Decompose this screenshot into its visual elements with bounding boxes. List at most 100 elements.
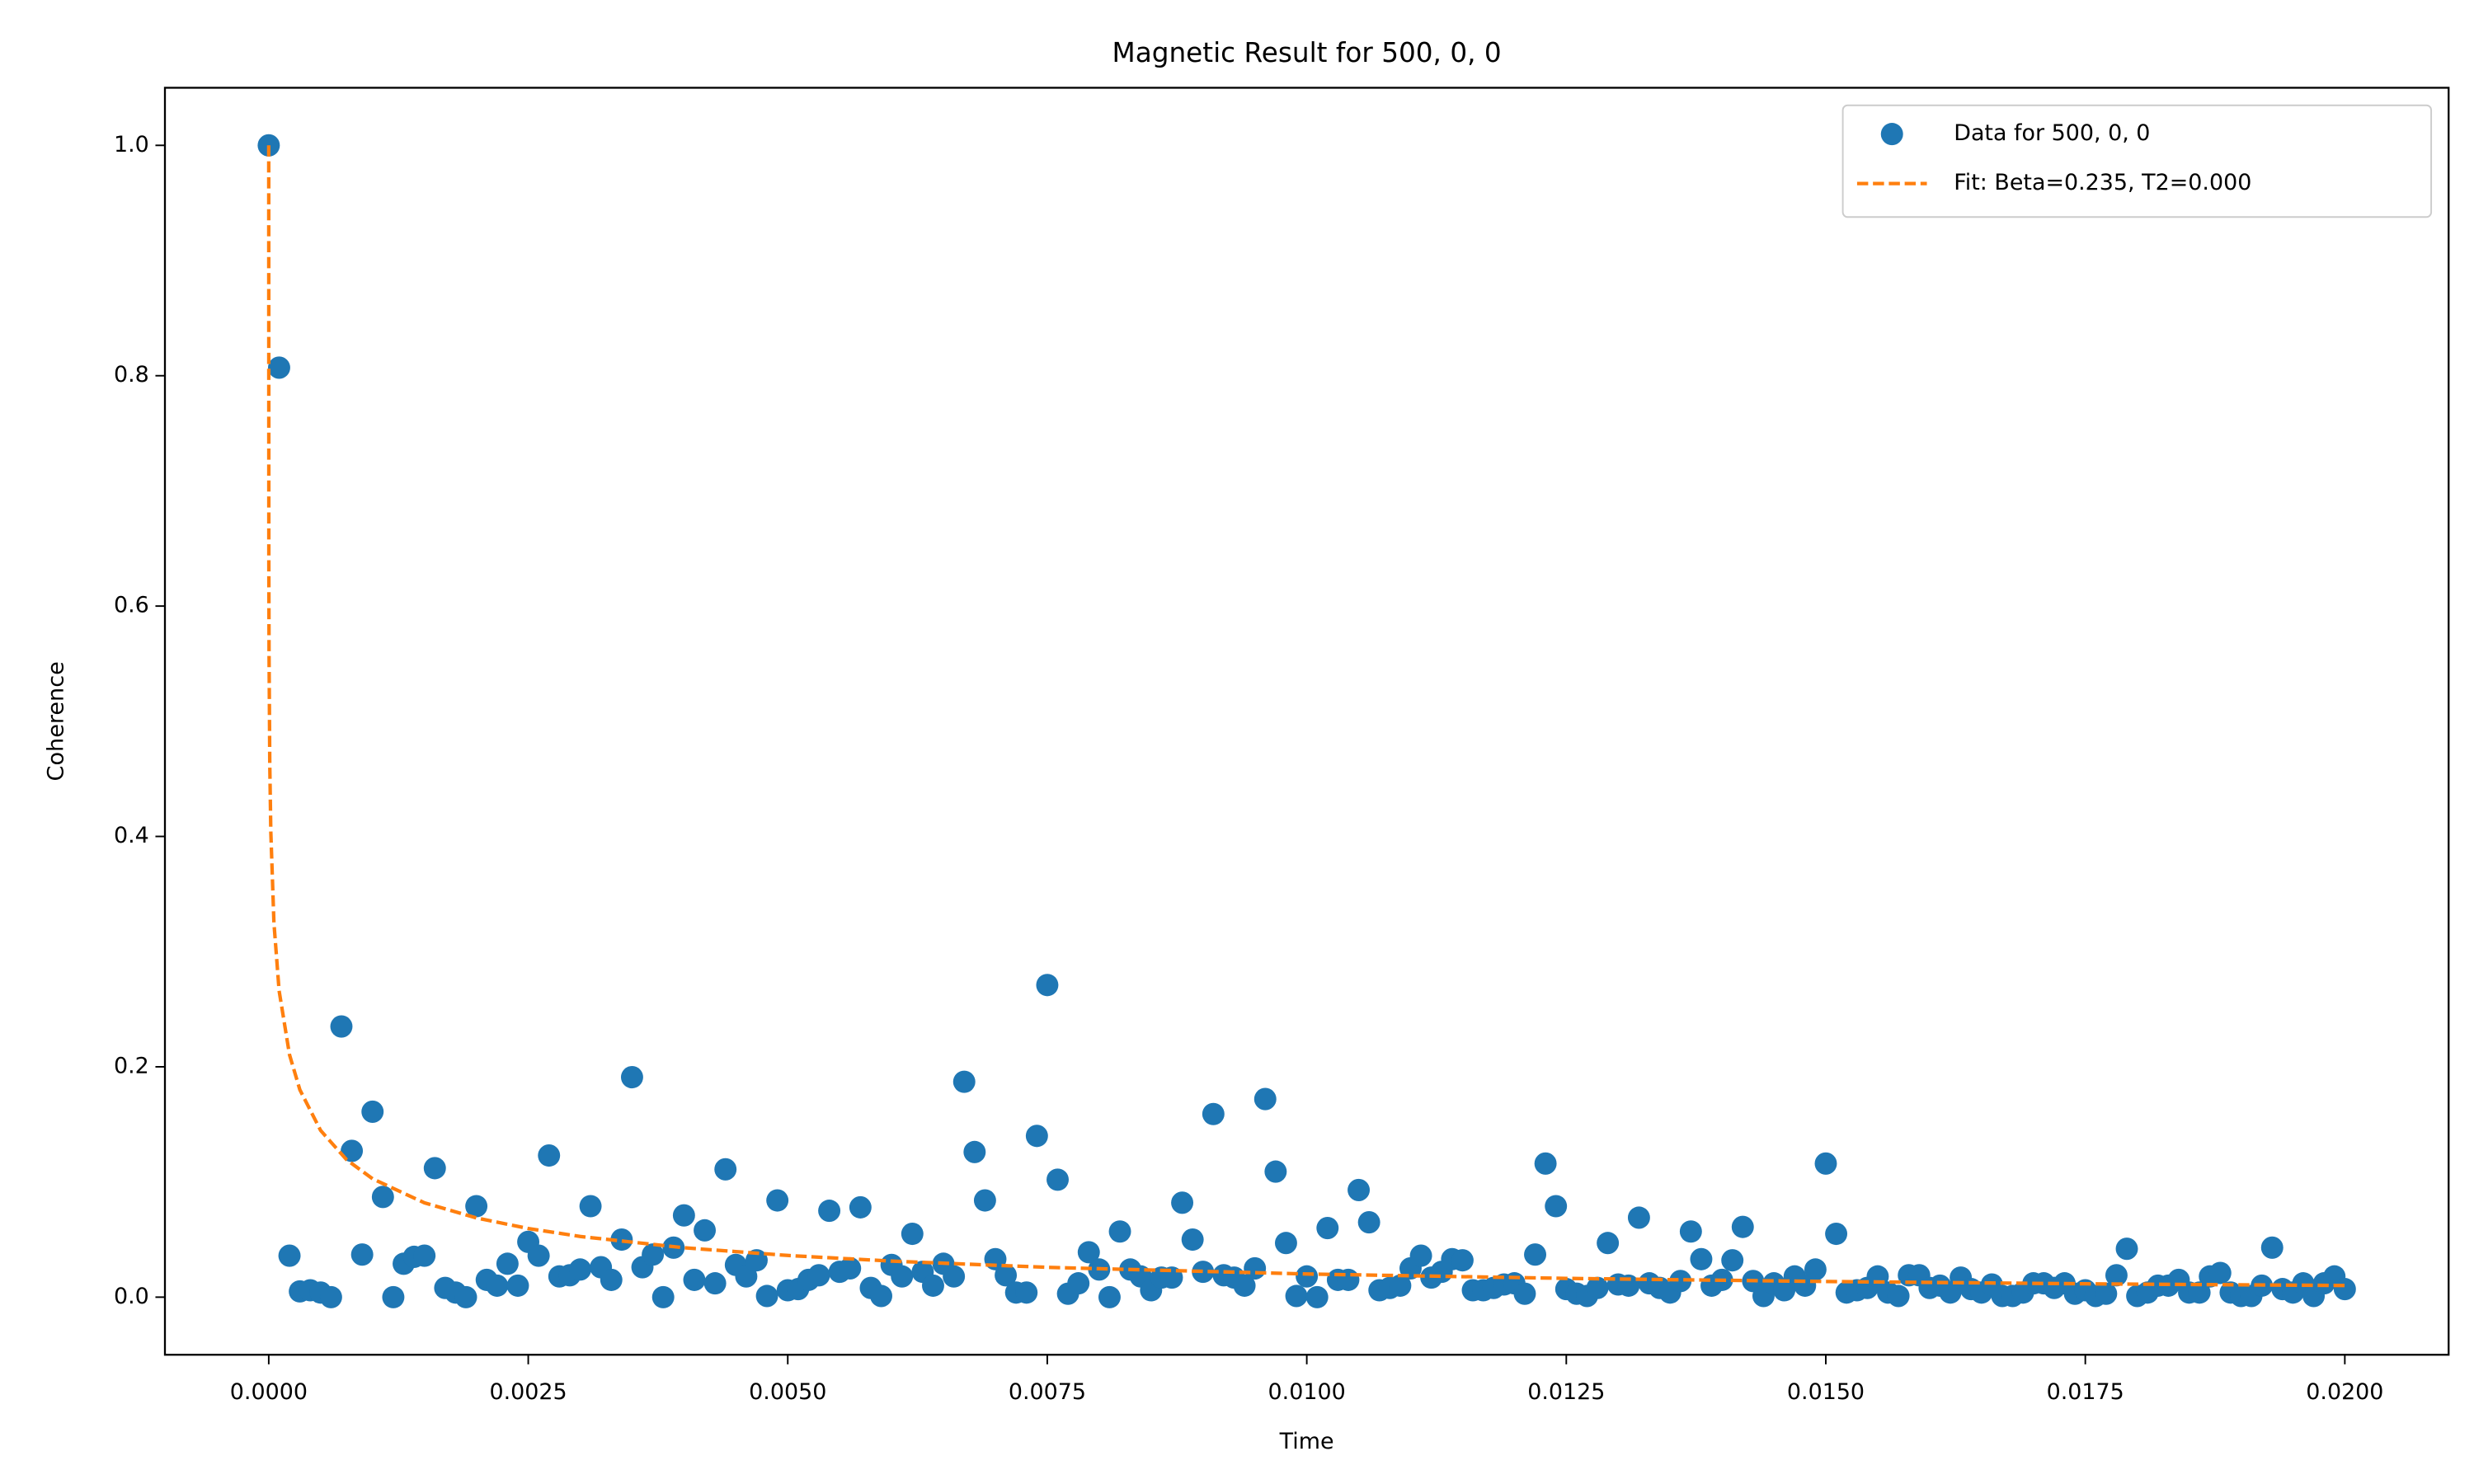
data-point bbox=[683, 1268, 706, 1291]
data-point bbox=[361, 1100, 384, 1123]
data-point bbox=[330, 1015, 353, 1038]
data-point bbox=[1409, 1244, 1432, 1267]
data-point bbox=[922, 1274, 944, 1297]
x-axis-label: Time bbox=[1279, 1429, 1334, 1454]
data-point bbox=[1171, 1191, 1194, 1214]
data-point bbox=[1192, 1261, 1215, 1284]
data-point bbox=[651, 1285, 675, 1308]
data-point bbox=[839, 1256, 862, 1280]
legend-marker bbox=[1880, 123, 1903, 146]
data-point bbox=[1253, 1087, 1277, 1111]
data-point bbox=[350, 1243, 374, 1266]
data-point bbox=[1067, 1272, 1090, 1295]
data-point bbox=[506, 1274, 529, 1297]
data-point bbox=[1015, 1281, 1038, 1304]
data-point bbox=[1274, 1232, 1297, 1255]
axes-frame bbox=[163, 87, 2450, 1356]
legend-box bbox=[1841, 104, 2433, 218]
y-tick-label: 0.8 bbox=[114, 362, 149, 387]
data-point bbox=[963, 1140, 986, 1163]
data-point bbox=[1721, 1249, 1744, 1272]
data-point bbox=[891, 1265, 914, 1288]
x-tick-label: 0.0200 bbox=[2306, 1379, 2383, 1405]
data-point bbox=[870, 1284, 892, 1308]
data-point bbox=[2260, 1236, 2284, 1259]
data-point bbox=[1285, 1284, 1308, 1308]
data-point bbox=[766, 1189, 789, 1212]
data-point bbox=[1077, 1241, 1100, 1264]
data-point bbox=[1389, 1274, 1412, 1297]
data-point bbox=[818, 1200, 841, 1223]
data-point bbox=[2188, 1281, 2211, 1304]
data-point bbox=[943, 1265, 966, 1288]
data-point bbox=[1264, 1160, 1287, 1183]
data-point bbox=[1181, 1228, 1204, 1252]
data-point bbox=[1244, 1256, 1267, 1280]
y-tick-label: 0.6 bbox=[114, 593, 149, 618]
data-point bbox=[527, 1244, 550, 1267]
data-point bbox=[1047, 1168, 1069, 1191]
data-point bbox=[1825, 1222, 1848, 1246]
x-tick-label: 0.0075 bbox=[1009, 1379, 1086, 1405]
data-point bbox=[1451, 1249, 1474, 1272]
x-tick-label: 0.0050 bbox=[749, 1379, 826, 1405]
legend-label: Data for 500, 0, 0 bbox=[1954, 120, 2150, 146]
x-tick-label: 0.0025 bbox=[489, 1379, 567, 1405]
data-point bbox=[672, 1204, 695, 1227]
data-point bbox=[1534, 1152, 1557, 1175]
data-point bbox=[1814, 1152, 1837, 1175]
data-point bbox=[807, 1264, 830, 1287]
data-point bbox=[620, 1065, 643, 1089]
data-point bbox=[901, 1222, 924, 1246]
data-point bbox=[1108, 1220, 1131, 1243]
x-tick-label: 0.0100 bbox=[1268, 1379, 1346, 1405]
data-point bbox=[1669, 1270, 1692, 1293]
data-point bbox=[268, 356, 290, 379]
data-point bbox=[579, 1195, 602, 1218]
data-point bbox=[278, 1244, 301, 1267]
y-tick-label: 0.0 bbox=[114, 1284, 149, 1309]
data-point bbox=[694, 1219, 717, 1242]
data-point bbox=[1731, 1215, 1754, 1238]
data-point bbox=[642, 1243, 665, 1266]
data-point bbox=[755, 1284, 778, 1308]
data-point bbox=[610, 1228, 633, 1252]
data-point bbox=[995, 1264, 1018, 1287]
data-point bbox=[1357, 1211, 1380, 1234]
data-point bbox=[341, 1139, 364, 1162]
data-point bbox=[1690, 1247, 1713, 1270]
data-point bbox=[1202, 1102, 1225, 1125]
data-point bbox=[1586, 1276, 1609, 1299]
legend-label: Fit: Beta=0.235, T2=0.000 bbox=[1954, 170, 2251, 195]
data-point bbox=[1296, 1265, 1319, 1288]
data-point bbox=[1887, 1284, 1910, 1308]
data-point bbox=[1025, 1125, 1048, 1148]
fit-line bbox=[266, 145, 2345, 1288]
data-point bbox=[1524, 1243, 1546, 1266]
data-point bbox=[1233, 1274, 1256, 1297]
y-tick-label: 1.0 bbox=[114, 132, 149, 157]
x-tick-label: 0.0000 bbox=[230, 1379, 308, 1405]
chart-title: Magnetic Result for 500, 0, 0 bbox=[1112, 37, 1502, 68]
data-point bbox=[973, 1189, 996, 1212]
data-point bbox=[538, 1144, 561, 1167]
data-point bbox=[1513, 1282, 1536, 1305]
data-point bbox=[1627, 1206, 1650, 1229]
data-point bbox=[1348, 1178, 1371, 1201]
x-tick-label: 0.0150 bbox=[1787, 1379, 1865, 1405]
data-point bbox=[952, 1070, 976, 1093]
y-tick-label: 0.2 bbox=[114, 1053, 149, 1078]
data-point bbox=[600, 1268, 623, 1291]
data-point bbox=[413, 1244, 436, 1267]
data-point bbox=[496, 1252, 519, 1275]
data-point bbox=[465, 1195, 488, 1218]
data-point bbox=[1337, 1268, 1360, 1291]
data-point bbox=[2115, 1237, 2138, 1261]
data-point bbox=[2333, 1278, 2356, 1301]
data-point bbox=[319, 1285, 342, 1308]
data-point bbox=[849, 1195, 872, 1219]
data-point bbox=[1545, 1195, 1568, 1218]
data-point bbox=[1679, 1220, 1702, 1243]
data-point bbox=[1804, 1258, 1827, 1281]
